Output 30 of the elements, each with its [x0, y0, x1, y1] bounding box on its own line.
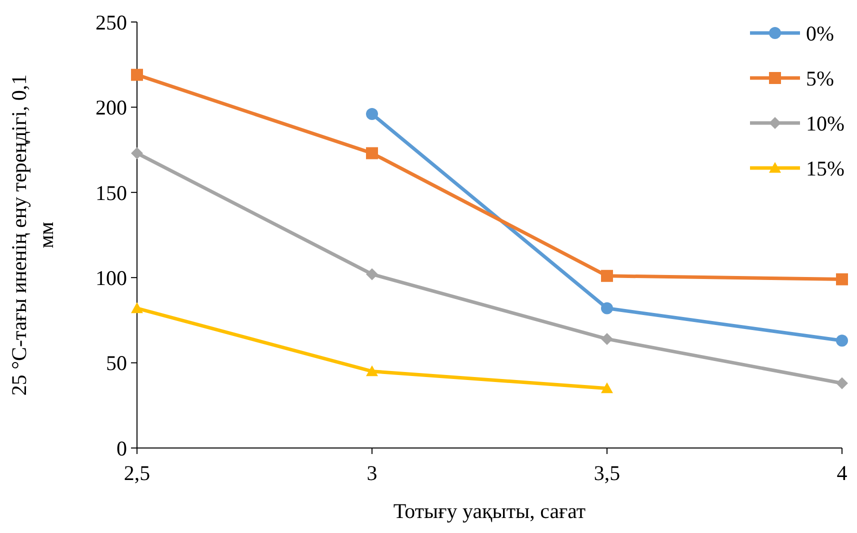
legend-label: 15% — [806, 156, 844, 180]
point — [131, 68, 143, 81]
point — [366, 268, 378, 280]
x-axis-title: Тотығу уақыты, сағат — [393, 499, 586, 523]
point — [836, 273, 848, 286]
point — [366, 365, 378, 376]
legend-label: 5% — [806, 66, 834, 90]
x-tick-label: 4 — [836, 461, 848, 485]
y-tick-label: 0 — [116, 436, 127, 460]
point — [131, 147, 143, 160]
y-tick-label: 250 — [96, 10, 127, 34]
point — [131, 302, 143, 314]
point — [601, 270, 613, 282]
y-tick-label: 50 — [106, 351, 127, 376]
y-tick-label: 200 — [96, 96, 127, 120]
point — [366, 147, 378, 160]
y-axis-title: 25 °C-тағы иненің ену тереңдігі, 0,1 мм — [7, 74, 58, 396]
point — [601, 382, 613, 394]
x-tick-label: 3,5 — [594, 461, 620, 485]
x-tick-label: 2,5 — [124, 461, 150, 485]
legend-label: 10% — [806, 111, 844, 136]
point — [836, 377, 848, 390]
point — [836, 334, 848, 347]
point — [366, 108, 378, 120]
point — [601, 302, 613, 314]
x-tick-label: 3 — [366, 461, 378, 485]
y-tick-label: 150 — [96, 180, 127, 205]
y-tick-label: 100 — [96, 266, 127, 290]
point — [601, 332, 613, 345]
legend-label: 0% — [806, 21, 834, 46]
